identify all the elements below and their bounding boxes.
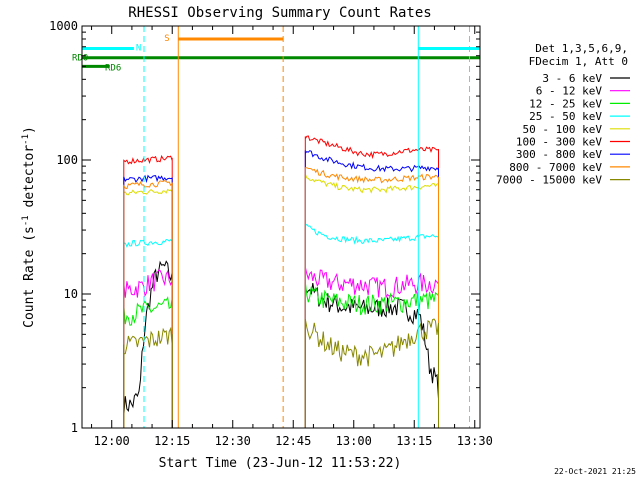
legend-label-300-800kev: 300 - 800 keV (516, 148, 602, 161)
x-tick-label-1315: 13:15 (396, 434, 432, 448)
series-300-800kev-line-segment-1 (123, 174, 173, 428)
x-tick-label-1215: 12:15 (154, 434, 190, 448)
status-bar-n-label: N (136, 43, 141, 53)
y-axis-label-end: ) (22, 126, 37, 134)
series-800-7000kev-line-segment-1 (123, 180, 173, 428)
chart-title: RHESSI Observing Summary Count Rates (128, 5, 431, 21)
x-tick-label-1330: 13:30 (457, 434, 493, 448)
legend-label-25-50kev: 25 - 50 keV (529, 110, 602, 123)
series-6-12kev-line-segment-1 (123, 269, 173, 428)
legend-label-6-12kev: 6 - 12 keV (536, 85, 603, 98)
y-tick-label-1000: 1000 (49, 19, 78, 33)
y-axis-label: Count Rate (s-1 detector-1) (21, 126, 37, 328)
x-tick-label-1200: 12:00 (94, 434, 130, 448)
footer-date: 22-Oct-2021 21:25 (554, 467, 636, 476)
legend-header-line1: Det 1,3,5,6,9, (535, 42, 628, 55)
legend-label-3-6kev: 3 - 6 keV (542, 72, 602, 85)
series-25-50kev-line-segment-1 (123, 239, 173, 428)
x-tick-label-1300: 13:00 (336, 434, 372, 448)
y-axis: 1 10 100 1000 (49, 19, 480, 435)
legend-header-line2: FDecim 1, Att 0 (529, 55, 628, 68)
series-3-6kev-line-segment-1 (123, 260, 173, 428)
legend-label-100-300kev: 100 - 300 keV (516, 136, 602, 149)
y-axis-label-sup1: -1 (21, 215, 31, 226)
y-axis-label-mid: detector (22, 145, 37, 216)
y-tick-label-10: 10 (64, 287, 78, 301)
status-bar-rd6-label: RD6 (105, 63, 121, 73)
x-axis: 12:00 12:15 12:30 12:45 13:00 13:15 13:30 (91, 26, 493, 448)
legend: Det 1,3,5,6,9, FDecim 1, Att 0 3 - 6 keV… (496, 42, 630, 187)
y-axis-label-sup2: -1 (21, 134, 31, 145)
series-50-100kev-line-segment-1 (123, 188, 173, 428)
y-tick-label-1: 1 (71, 421, 78, 435)
x-tick-label-1230: 12:30 (215, 434, 251, 448)
legend-label-800-7000kev: 800 - 7000 keV (509, 161, 602, 174)
status-bar-s-label: S (164, 34, 169, 44)
series-7000-15000kev-line-segment-1 (123, 326, 173, 428)
legend-label-12-25kev: 12 - 25 keV (529, 97, 602, 110)
series-100-300kev-line-segment-1 (123, 154, 173, 428)
vertical-markers (143, 26, 471, 428)
x-tick-label-1245: 12:45 (275, 434, 311, 448)
status-bars: RD0 RD6 N S (72, 34, 480, 73)
series-12-25kev-line-segment-1 (123, 296, 173, 428)
y-tick-label-100: 100 (56, 153, 78, 167)
y-axis-label-main: Count Rate (s (22, 226, 37, 328)
legend-label-50-100kev: 50 - 100 keV (523, 123, 603, 136)
status-bar-rd0-label: RD0 (72, 54, 88, 64)
x-axis-label: Start Time (23-Jun-12 11:53:22) (159, 456, 402, 471)
plot-frame (81, 25, 481, 429)
legend-label-7000-15000kev: 7000 - 15000 keV (496, 174, 602, 187)
